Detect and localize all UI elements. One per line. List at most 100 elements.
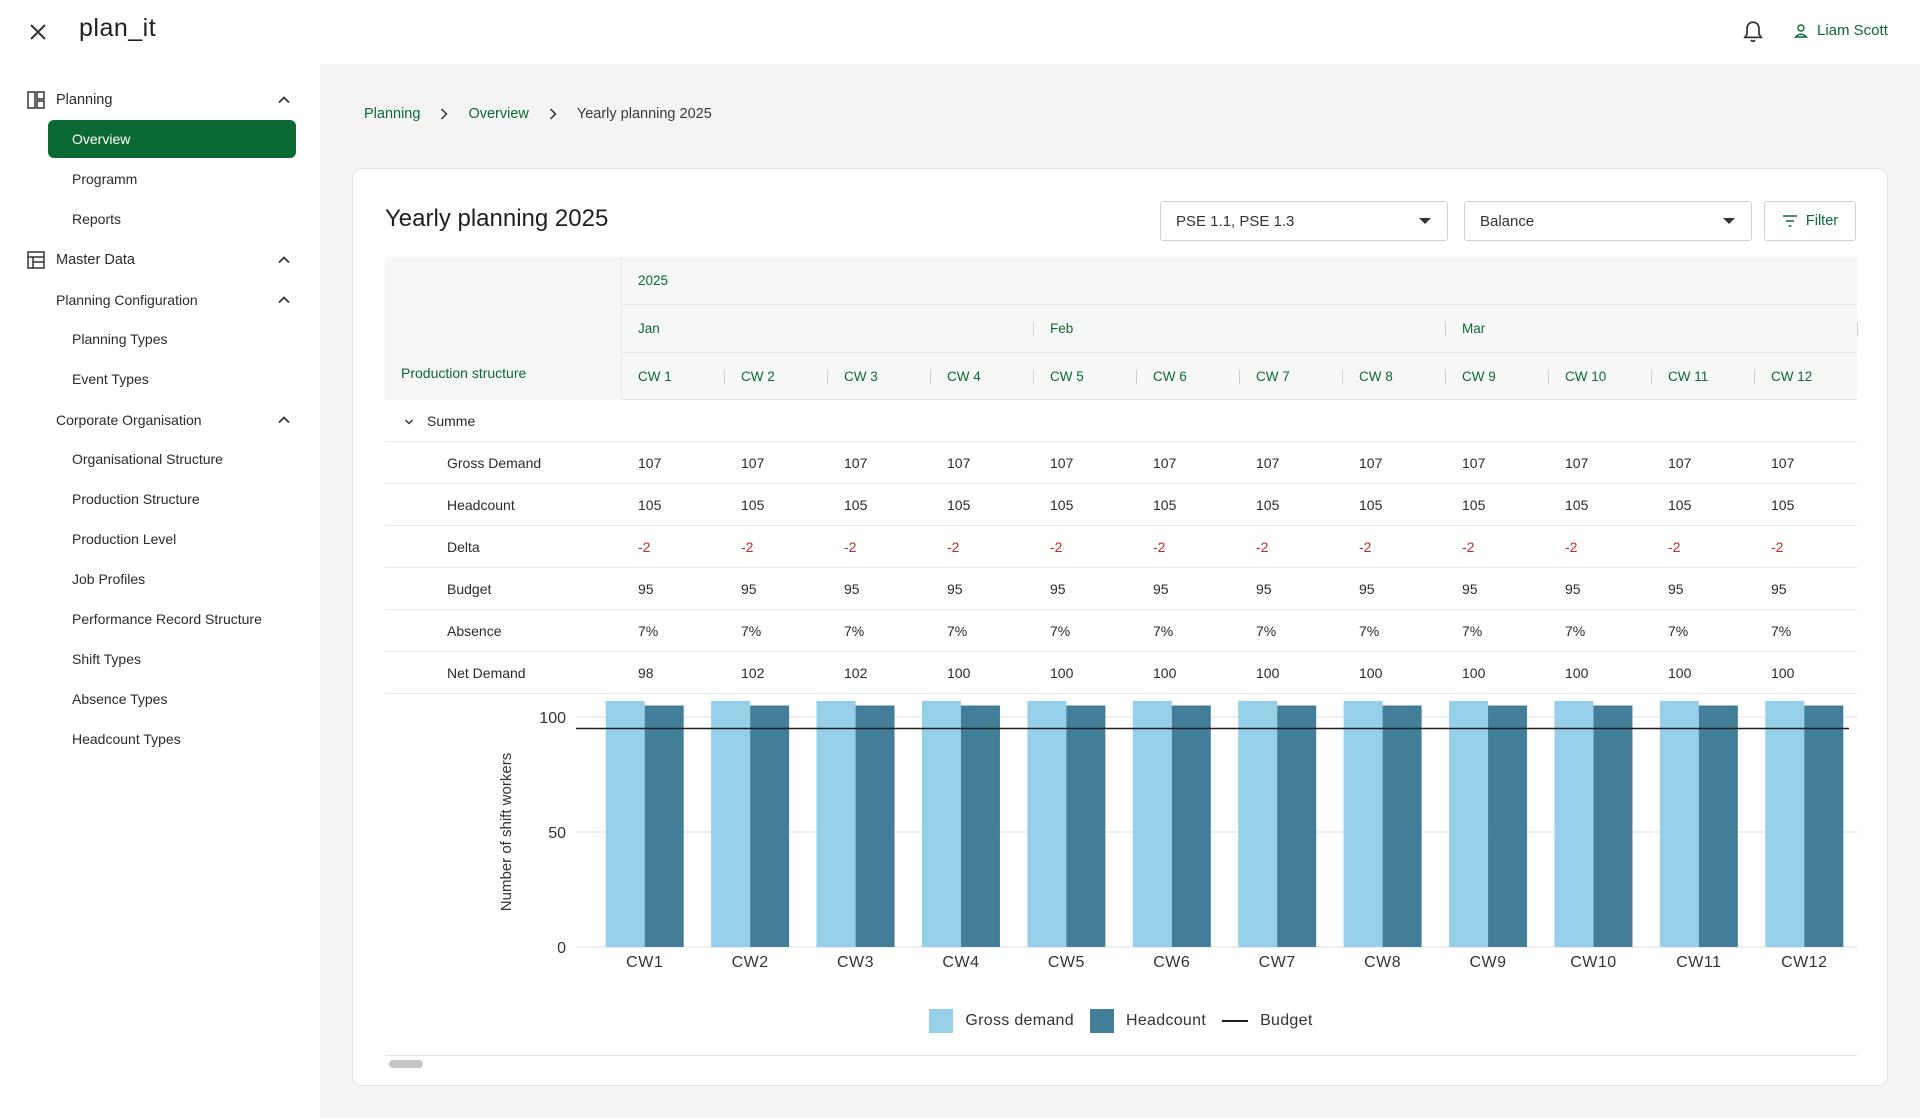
sidebar-group-master-data[interactable]: Master Data <box>0 248 320 272</box>
table-cell: 95 <box>638 581 654 597</box>
table-cell: 105 <box>1153 497 1177 513</box>
column-separator <box>1754 370 1755 384</box>
bar-headcount <box>1698 705 1738 947</box>
table-cell: 7% <box>844 623 865 639</box>
breadcrumb-overview[interactable]: Overview <box>468 106 529 122</box>
table-cell: 7% <box>638 623 659 639</box>
notification-bell-icon[interactable] <box>1740 19 1766 45</box>
table-cell: 107 <box>1256 455 1280 471</box>
table-cell: 105 <box>1565 497 1589 513</box>
scrollbar-thumb[interactable] <box>389 1060 423 1068</box>
filter-button-label: Filter <box>1805 213 1839 229</box>
table-cell: 7% <box>1153 623 1174 639</box>
y-tick-label: 50 <box>548 825 566 842</box>
x-tick-label: CW5 <box>1048 954 1085 971</box>
app-logo: plan_it <box>79 14 157 42</box>
production-select[interactable]: PSE 1.1, PSE 1.3 <box>1160 201 1448 241</box>
sidebar-item-absence-types[interactable]: Absence Types <box>72 691 168 707</box>
row-label: Absence <box>447 623 502 639</box>
user-menu[interactable]: Liam Scott <box>1793 22 1888 39</box>
group-label: Summe <box>427 413 476 429</box>
dropdown-caret-icon <box>1723 218 1735 224</box>
table-cell: 100 <box>1153 665 1177 681</box>
table-cell: 107 <box>1565 455 1589 471</box>
sidebar-item-job-profiles[interactable]: Job Profiles <box>72 571 146 587</box>
sidebar-item-headcount-types[interactable]: Headcount Types <box>72 731 181 747</box>
bar-gross-demand <box>1449 700 1489 947</box>
sidebar-item-shift-types[interactable]: Shift Types <box>72 651 142 667</box>
table-cell: 102 <box>844 665 868 681</box>
sidebar-subgroup-corporate-organisation[interactable]: Corporate Organisation <box>56 406 296 434</box>
bar-headcount <box>855 705 895 947</box>
bar-gross-demand <box>1027 700 1067 947</box>
production-structure-header: Production structure <box>401 365 527 381</box>
table-cell: -2 <box>1462 539 1475 555</box>
x-tick-label: CW1 <box>626 954 663 971</box>
sidebar-item-production-level[interactable]: Production Level <box>72 531 177 547</box>
sidebar-item-production-structure[interactable]: Production Structure <box>72 491 200 507</box>
view-select[interactable]: Balance <box>1464 201 1752 241</box>
chevron-up-icon <box>278 416 290 424</box>
table-cell: 107 <box>1462 455 1486 471</box>
table-cell: 105 <box>1256 497 1280 513</box>
sidebar-group-planning[interactable]: Planning <box>0 88 320 112</box>
legend-item-gross-demand: Gross demand <box>929 1009 1074 1033</box>
bar-gross-demand <box>1238 700 1278 947</box>
bar-gross-demand <box>1343 700 1383 947</box>
column-separator <box>1651 370 1652 384</box>
sidebar-item-overview[interactable]: Overview <box>48 120 296 158</box>
table-row: Net Demand 98 102 102 100 100 100 100 100 100 100 1… <box>385 652 1857 694</box>
page-title: Yearly planning 2025 <box>385 205 609 232</box>
table-cell: 107 <box>1153 455 1177 471</box>
calendar-week-header: CW 3 <box>844 369 878 384</box>
horizontal-scrollbar[interactable] <box>385 1055 1857 1068</box>
planning-card: Yearly planning 2025 PSE 1.1, PSE 1.3 Ba… <box>352 168 1888 1086</box>
sidebar-subgroup-planning-configuration[interactable]: Planning Configuration <box>56 286 296 314</box>
legend-swatch-headcount <box>1089 1009 1114 1033</box>
table-cell: 100 <box>1050 665 1074 681</box>
sidebar-item-programm[interactable]: Programm <box>72 171 138 187</box>
sidebar-item-event-types[interactable]: Event Types <box>72 371 149 387</box>
x-tick-label: CW6 <box>1153 954 1190 971</box>
table-cell: -2 <box>1668 539 1681 555</box>
sidebar-item-planning-types[interactable]: Planning Types <box>72 331 168 347</box>
bar-gross-demand <box>1132 700 1172 947</box>
user-icon <box>1793 23 1809 38</box>
table-cell: -2 <box>1050 539 1063 555</box>
legend-swatch-gross-demand <box>929 1009 954 1033</box>
table-cell: 95 <box>1256 581 1272 597</box>
sidebar-group-label: Master Data <box>56 252 135 268</box>
bar-gross-demand <box>711 700 751 947</box>
bar-headcount <box>1277 705 1317 947</box>
bar-headcount <box>1488 705 1528 947</box>
sidebar-item-performance-record-structure[interactable]: Performance Record Structure <box>72 611 262 627</box>
user-name: Liam Scott <box>1817 22 1888 39</box>
breadcrumb: Planning Overview Yearly planning 2025 <box>364 106 712 122</box>
x-tick-label: CW11 <box>1676 954 1721 971</box>
chevron-up-icon <box>278 256 290 264</box>
sidebar-item-reports[interactable]: Reports <box>72 211 122 227</box>
breadcrumb-planning[interactable]: Planning <box>364 106 421 122</box>
x-tick-label: CW3 <box>837 954 874 971</box>
calendar-week-header: CW 4 <box>947 369 981 384</box>
row-label: Net Demand <box>447 665 526 681</box>
demand-chart: 0 50 100 Number of shift workers CW1 CW2 CW3 CW… <box>385 697 1857 1054</box>
legend-item-headcount: Headcount <box>1089 1009 1206 1033</box>
close-icon[interactable] <box>26 20 50 44</box>
sidebar-item-organisational-structure[interactable]: Organisational Structure <box>72 451 223 467</box>
table-cell: 107 <box>1668 455 1692 471</box>
x-tick-label: CW12 <box>1781 954 1827 971</box>
table-group-row[interactable]: Summe <box>385 400 1857 442</box>
chevron-down-icon[interactable] <box>403 416 415 428</box>
filter-button[interactable]: Filter <box>1764 201 1856 241</box>
column-separator <box>930 370 931 384</box>
month-separator <box>1033 322 1034 336</box>
table-cell: -2 <box>1359 539 1372 555</box>
table-cell: 107 <box>1359 455 1383 471</box>
y-tick-label: 0 <box>557 940 566 957</box>
bar-headcount <box>1804 705 1844 947</box>
table-cell: 107 <box>638 455 662 471</box>
breadcrumb-current: Yearly planning 2025 <box>576 106 712 122</box>
table-cell: 107 <box>947 455 971 471</box>
calendar-week-header: CW 6 <box>1153 369 1187 384</box>
